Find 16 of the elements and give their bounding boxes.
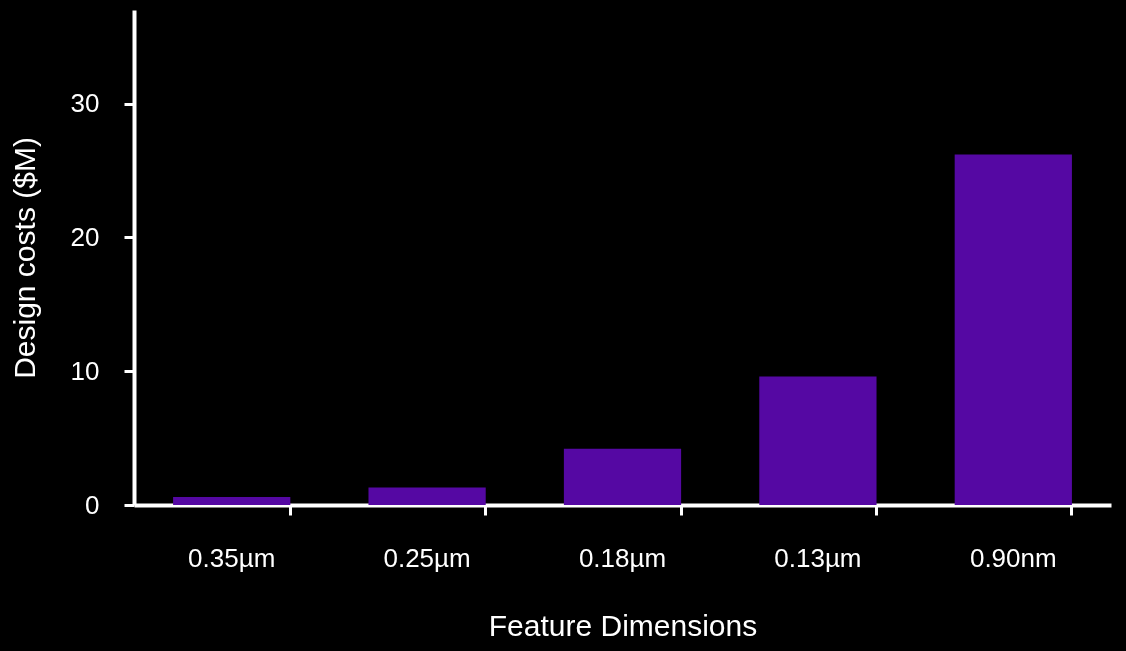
x-tick-label: 0.90nm <box>969 542 1057 573</box>
x-tick-label: 0.25µm <box>383 542 471 573</box>
x-tick-label: 0.18µm <box>578 542 667 573</box>
bar <box>563 448 682 505</box>
y-tick-label: 10 <box>70 355 100 386</box>
x-tick-label: 0.13µm <box>774 542 862 573</box>
y-tick-label: 20 <box>70 221 100 252</box>
x-axis-title: Feature Dimensions <box>488 608 758 642</box>
y-tick-label: 30 <box>70 88 100 119</box>
y-axis-title: Design costs ($M) <box>7 137 41 379</box>
bar <box>368 487 486 505</box>
x-tick-label: 0.35µm <box>188 542 276 573</box>
bar <box>954 154 1072 505</box>
bar <box>759 376 877 505</box>
bar <box>173 496 291 505</box>
y-tick-label: 0 <box>85 489 100 520</box>
